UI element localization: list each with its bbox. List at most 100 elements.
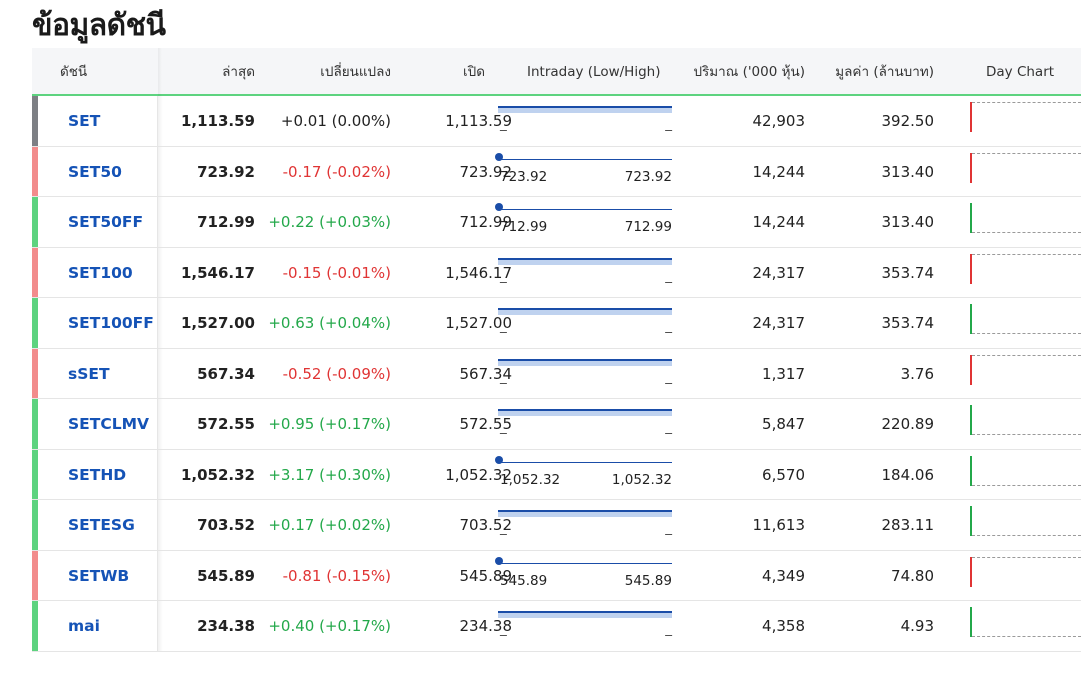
last-price: 1,113.59 — [180, 112, 255, 130]
table-row[interactable]: SET50 723.92 -0.17 (-0.02%) 723.92 723.92 723… — [32, 146, 1081, 197]
table-row[interactable]: SET 1,113.59 +0.01 (0.00%) 1,113.59 _ _ 42,903… — [32, 96, 1081, 147]
index-symbol-link[interactable]: SET50FF — [68, 213, 144, 231]
volume: 4,349 — [762, 566, 805, 585]
header-volume[interactable]: ปริมาณ ('000 หุ้น) — [693, 64, 805, 80]
header-open[interactable]: เปิด — [463, 64, 485, 80]
column-shadow — [158, 96, 163, 146]
intraday-range: _ _ — [498, 96, 674, 146]
intraday-range-bar — [498, 308, 672, 315]
column-shadow — [158, 247, 163, 297]
index-symbol-link[interactable]: mai — [68, 617, 100, 635]
intraday-low: _ — [500, 318, 507, 334]
column-shadow — [158, 399, 163, 449]
intraday-high: _ — [665, 116, 672, 132]
value: 313.40 — [881, 162, 935, 181]
day-chart — [970, 152, 1081, 183]
day-chart-baseline — [972, 102, 1081, 103]
price-change: -0.15 (-0.01%) — [282, 263, 391, 282]
header-value[interactable]: มูลค่า (ล้านบาท) — [835, 64, 934, 80]
day-chart-baseline — [972, 556, 1081, 558]
value: 353.74 — [881, 263, 935, 282]
table-row[interactable]: SETESG 703.52 +0.17 (+0.02%) 703.52 _ _ 11,613… — [32, 500, 1081, 551]
volume: 24,317 — [752, 314, 806, 332]
symbol-cell: SETHD — [38, 449, 158, 499]
intraday-low: 545.89 — [500, 572, 548, 589]
index-symbol-link[interactable]: SET100 — [68, 263, 133, 282]
index-symbol-link[interactable]: SETWB — [68, 566, 130, 585]
volume: 4,358 — [762, 617, 805, 635]
table-row[interactable]: SETHD 1,052.32 +3.17 (+0.30%) 1,052.32 1,052… — [32, 449, 1081, 500]
index-symbol-link[interactable]: SETESG — [68, 516, 135, 534]
change-indicator-bar — [32, 550, 38, 600]
price-change: +0.01 (0.00%) — [280, 112, 391, 130]
day-chart-baseline — [972, 333, 1081, 334]
price-change: -0.17 (-0.02%) — [282, 162, 391, 181]
last-price: 712.99 — [197, 213, 255, 231]
table-row[interactable]: SET100 1,546.17 -0.15 (-0.01%) 1,546.17 _ _ 24… — [32, 247, 1081, 298]
last-price: 1,052.32 — [180, 465, 255, 484]
index-symbol-link[interactable]: SET — [68, 112, 101, 130]
volume: 14,244 — [752, 213, 806, 231]
index-symbol-link[interactable]: SETCLMV — [68, 415, 149, 433]
header-daychart: Day Chart — [986, 64, 1055, 80]
intraday-high: _ — [665, 318, 672, 334]
intraday-low: _ — [500, 368, 507, 385]
value: 283.11 — [881, 516, 935, 534]
column-shadow — [158, 197, 163, 247]
index-symbol-link[interactable]: sSET — [68, 364, 110, 383]
index-symbol-link[interactable]: SET100FF — [68, 314, 154, 332]
header-last[interactable]: ล่าสุด — [222, 64, 255, 80]
symbol-cell: SET — [38, 96, 158, 146]
intraday-range-line — [498, 461, 672, 463]
intraday-marker — [495, 203, 503, 211]
symbol-cell: SETWB — [38, 550, 158, 600]
intraday-range-line — [498, 562, 672, 564]
intraday-marker — [495, 152, 503, 161]
header-change[interactable]: เปลี่ยนแปลง — [320, 64, 391, 80]
intraday-range-bar — [498, 106, 672, 113]
volume: 6,570 — [762, 465, 805, 484]
change-indicator-bar — [32, 601, 38, 651]
volume: 42,903 — [752, 112, 806, 130]
table-row[interactable]: SETWB 545.89 -0.81 (-0.15%) 545.89 545.89 545… — [32, 550, 1081, 601]
table-row[interactable]: mai 234.38 +0.40 (+0.17%) 234.38 _ _ 4,358 4.93 — [32, 601, 1081, 652]
index-symbol-link[interactable]: SETHD — [68, 465, 127, 484]
intraday-range: 1,052.32 1,052.32 — [495, 450, 674, 500]
change-indicator-bar — [32, 399, 38, 449]
intraday-range: 723.92 723.92 — [495, 147, 674, 197]
index-symbol-link[interactable]: SET50 — [68, 162, 122, 181]
table-row[interactable]: sSET 567.34 -0.52 (-0.09%) 567.34 _ _ 1,317 3.7… — [32, 348, 1081, 399]
open-price: 234.38 — [459, 617, 513, 635]
price-change: -0.81 (-0.15%) — [282, 566, 391, 585]
intraday-high: 712.99 — [624, 219, 672, 235]
open-price: 572.55 — [459, 415, 513, 433]
value: 184.06 — [881, 465, 935, 484]
header-index[interactable]: ดัชนี — [60, 64, 88, 80]
column-shadow — [158, 601, 163, 651]
day-chart-line — [970, 607, 972, 637]
day-chart-line — [970, 102, 972, 132]
column-shadow — [158, 298, 163, 348]
last-price: 545.89 — [197, 566, 255, 585]
intraday-low: _ — [500, 267, 507, 284]
symbol-cell: SET50FF — [38, 197, 158, 247]
day-chart-line — [970, 556, 972, 587]
symbol-cell: SETCLMV — [38, 399, 158, 449]
intraday-range-bar — [498, 510, 672, 517]
volume: 5,847 — [762, 415, 805, 433]
header-intraday[interactable]: Intraday (Low/High) — [527, 64, 661, 80]
intraday-range: _ _ — [498, 349, 674, 399]
day-chart-line — [970, 304, 972, 334]
last-price: 703.52 — [197, 516, 255, 534]
change-indicator-bar — [32, 146, 38, 196]
table-row[interactable]: SETCLMV 572.55 +0.95 (+0.17%) 572.55 _ _ 5,847… — [32, 399, 1081, 450]
table-row[interactable]: SET50FF 712.99 +0.22 (+0.03%) 712.99 712.99 7… — [32, 197, 1081, 248]
intraday-range-bar — [498, 257, 672, 265]
change-indicator-bar — [32, 500, 38, 550]
table-row[interactable]: SET100FF 1,527.00 +0.63 (+0.04%) 1,527.00 _ _… — [32, 298, 1081, 349]
volume: 14,244 — [752, 162, 806, 181]
day-chart — [970, 405, 1081, 435]
value: 353.74 — [881, 314, 935, 332]
volume: 24,317 — [752, 263, 806, 282]
last-price: 234.38 — [197, 617, 255, 635]
